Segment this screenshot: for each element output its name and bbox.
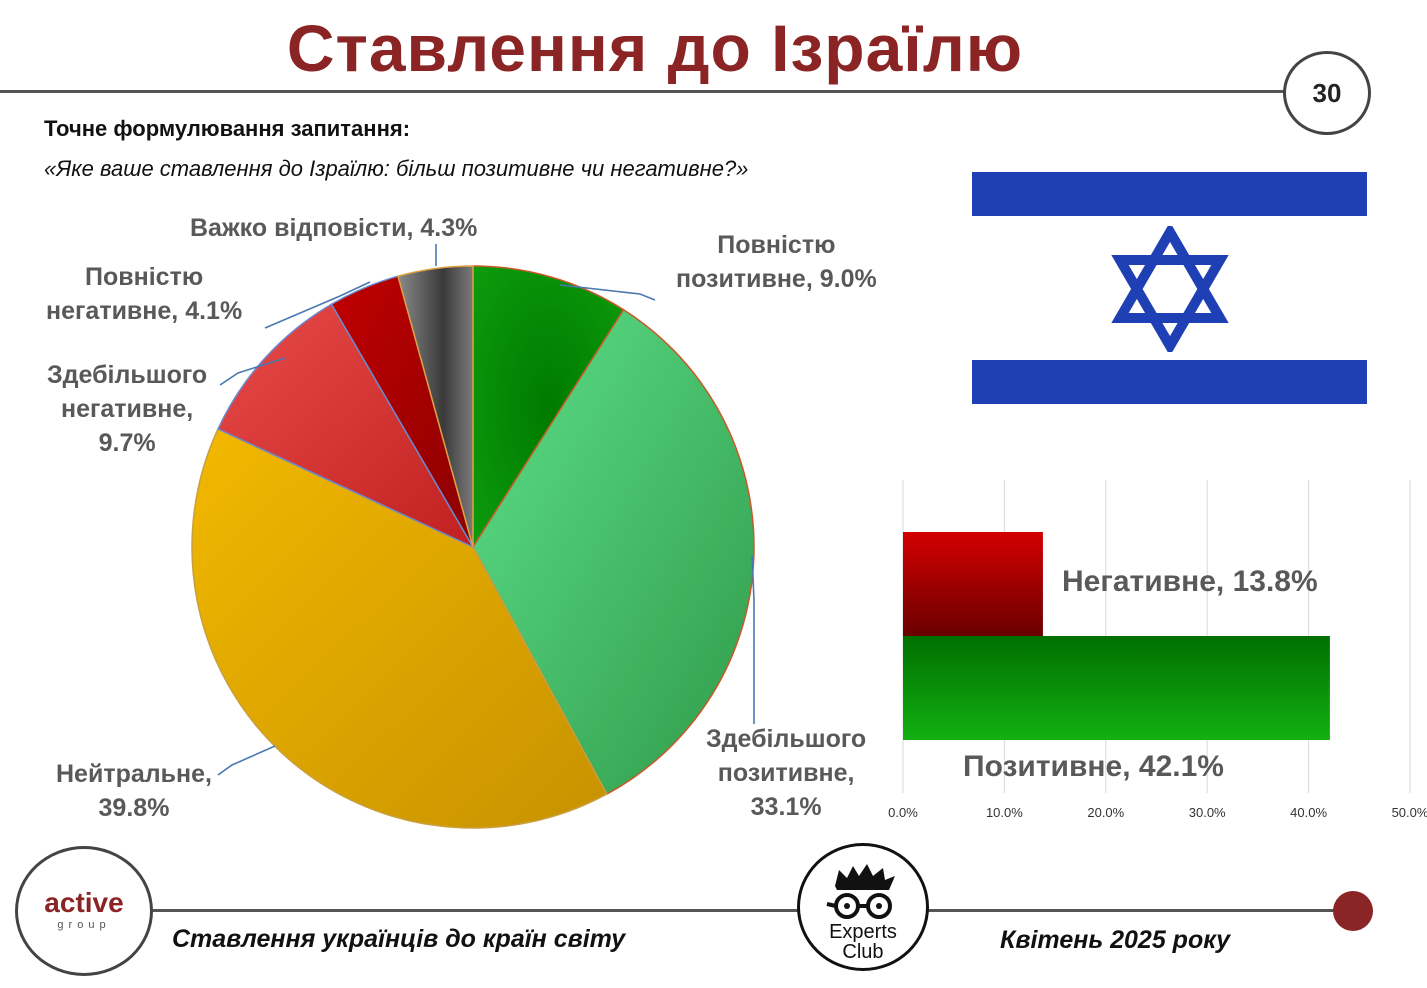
leader-line-full-positive: [559, 284, 656, 301]
x-tick-label: 10.0%: [985, 805, 1023, 820]
question-heading: Точне формулювання запитання:: [44, 116, 411, 141]
glasses-face-icon: [826, 864, 895, 919]
x-tick-label: 0.0%: [888, 805, 918, 820]
flag-stripe-top: [972, 172, 1367, 216]
header-divider: [0, 90, 1290, 93]
footer-date: Квітень 2025 року: [1000, 926, 1231, 954]
page-title: Ставлення до Ізраїлю: [286, 11, 1024, 85]
pie-slice-mostly-positive: [472, 308, 755, 796]
footer-title: Ставлення українців до країн світу: [172, 925, 626, 953]
star-of-david-icon: [1111, 226, 1229, 352]
x-tick-label: 20.0%: [1087, 805, 1125, 820]
page-number-badge: 30: [1283, 51, 1371, 135]
x-tick-label: 30.0%: [1188, 805, 1226, 820]
pie-slice-hard-to-say: [397, 265, 474, 548]
x-tick-label: 50.0%: [1391, 805, 1427, 820]
experts-club-logo: Experts Club: [797, 843, 929, 971]
question-text: «Яке ваше ставлення до Ізраїлю: більш по…: [44, 156, 749, 181]
bar-label-negative: Негативне, 13.8%: [1062, 565, 1318, 598]
pie-label-neutral: Нейтральне, 39.8%: [56, 760, 212, 822]
bar-negative: [903, 532, 1043, 636]
bar-positive: [903, 636, 1330, 740]
footer-dot: [1333, 891, 1373, 931]
leader-line-mostly-positive: [751, 554, 755, 724]
x-tick-label: 40.0%: [1290, 805, 1328, 820]
bar-label-positive: Позитивне, 42.1%: [963, 750, 1224, 783]
pie-label-hard-to-say: Важко відповісти, 4.3%: [190, 214, 478, 242]
pie-slice-full-positive: [472, 265, 625, 550]
leader-line-mostly-negative: [219, 357, 286, 386]
pie-label-full-positive: Повністю позитивне, 9.0%: [676, 231, 877, 293]
pie-label-mostly-positive: Здебільшого позитивне, 33.1%: [706, 725, 867, 821]
active-group-logo: active group: [15, 846, 153, 976]
pie-label-mostly-negative: Здебільшого негативне, 9.7%: [47, 361, 208, 457]
pie-slice-mostly-negative: [217, 303, 475, 549]
pie-label-full-negative: Повністю негативне, 4.1%: [46, 263, 243, 325]
pie-slice-neutral: [191, 427, 608, 829]
leader-line-neutral: [217, 745, 276, 776]
leader-line-full-negative: [264, 281, 371, 329]
flag-stripe-bottom: [972, 360, 1367, 404]
footer-divider: [150, 909, 1350, 912]
